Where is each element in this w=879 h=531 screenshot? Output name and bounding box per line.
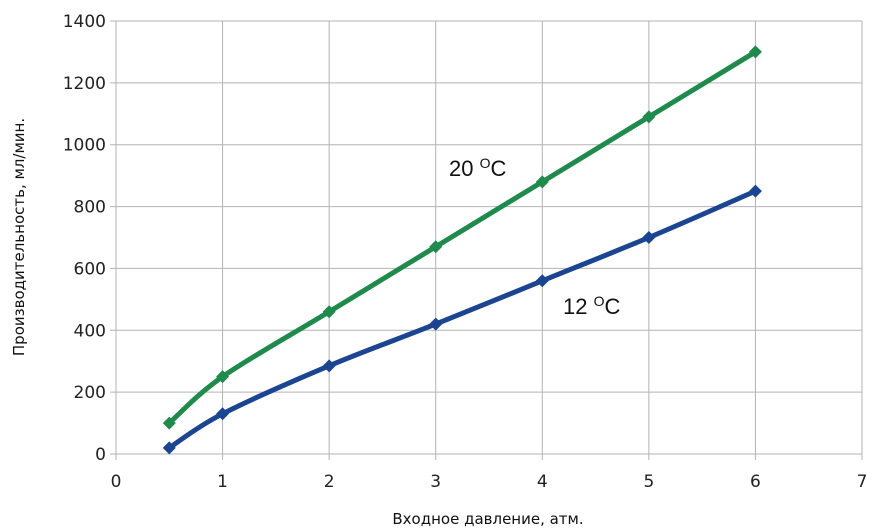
x-tick-label: 6	[750, 472, 761, 492]
x-tick-label: 2	[324, 472, 335, 492]
y-tick-label: 400	[74, 321, 106, 341]
axes	[115, 21, 862, 455]
data-point-marker	[535, 274, 549, 288]
grid-lines	[110, 20, 863, 460]
data-point-marker	[322, 359, 336, 373]
series-group	[162, 45, 762, 455]
x-tick-label: 3	[430, 472, 441, 492]
y-tick-label: 600	[74, 259, 106, 279]
data-point-marker	[429, 240, 443, 254]
x-axis-title: Входное давление, атм.	[392, 510, 583, 528]
series-label-20c: 20 OC	[449, 155, 506, 181]
x-tick-label: 5	[643, 472, 654, 492]
data-point-marker	[322, 305, 336, 319]
data-point-marker	[642, 110, 656, 124]
y-tick-label: 800	[74, 198, 106, 218]
y-axis-title: Производительность, мл/мин.	[10, 118, 28, 356]
x-tick-label: 7	[857, 472, 868, 492]
y-tick-label: 1400	[63, 12, 106, 32]
data-point-marker	[642, 231, 656, 244]
data-point-marker	[429, 317, 443, 331]
data-point-marker	[748, 184, 762, 198]
y-tick-label: 200	[74, 383, 106, 403]
y-tick-label: 1000	[63, 136, 106, 156]
data-point-marker	[216, 407, 230, 421]
x-tick-labels: 0 1 2 3 4 5 6 7	[111, 472, 868, 492]
data-point-marker	[162, 441, 176, 455]
series-label-12c: 12 OC	[563, 293, 620, 319]
data-point-marker	[216, 370, 230, 384]
data-point-marker	[535, 175, 549, 189]
x-tick-label: 4	[537, 472, 548, 492]
y-tick-labels: 0 200 400 600 800 1000 1200 1400	[63, 12, 106, 465]
series-line-0	[166, 49, 758, 426]
x-tick-label: 1	[217, 472, 228, 492]
data-point-marker	[748, 45, 762, 59]
x-tick-label: 0	[111, 472, 122, 492]
y-tick-label: 1200	[63, 74, 106, 94]
data-point-marker	[162, 416, 176, 430]
y-tick-label: 0	[95, 445, 106, 465]
